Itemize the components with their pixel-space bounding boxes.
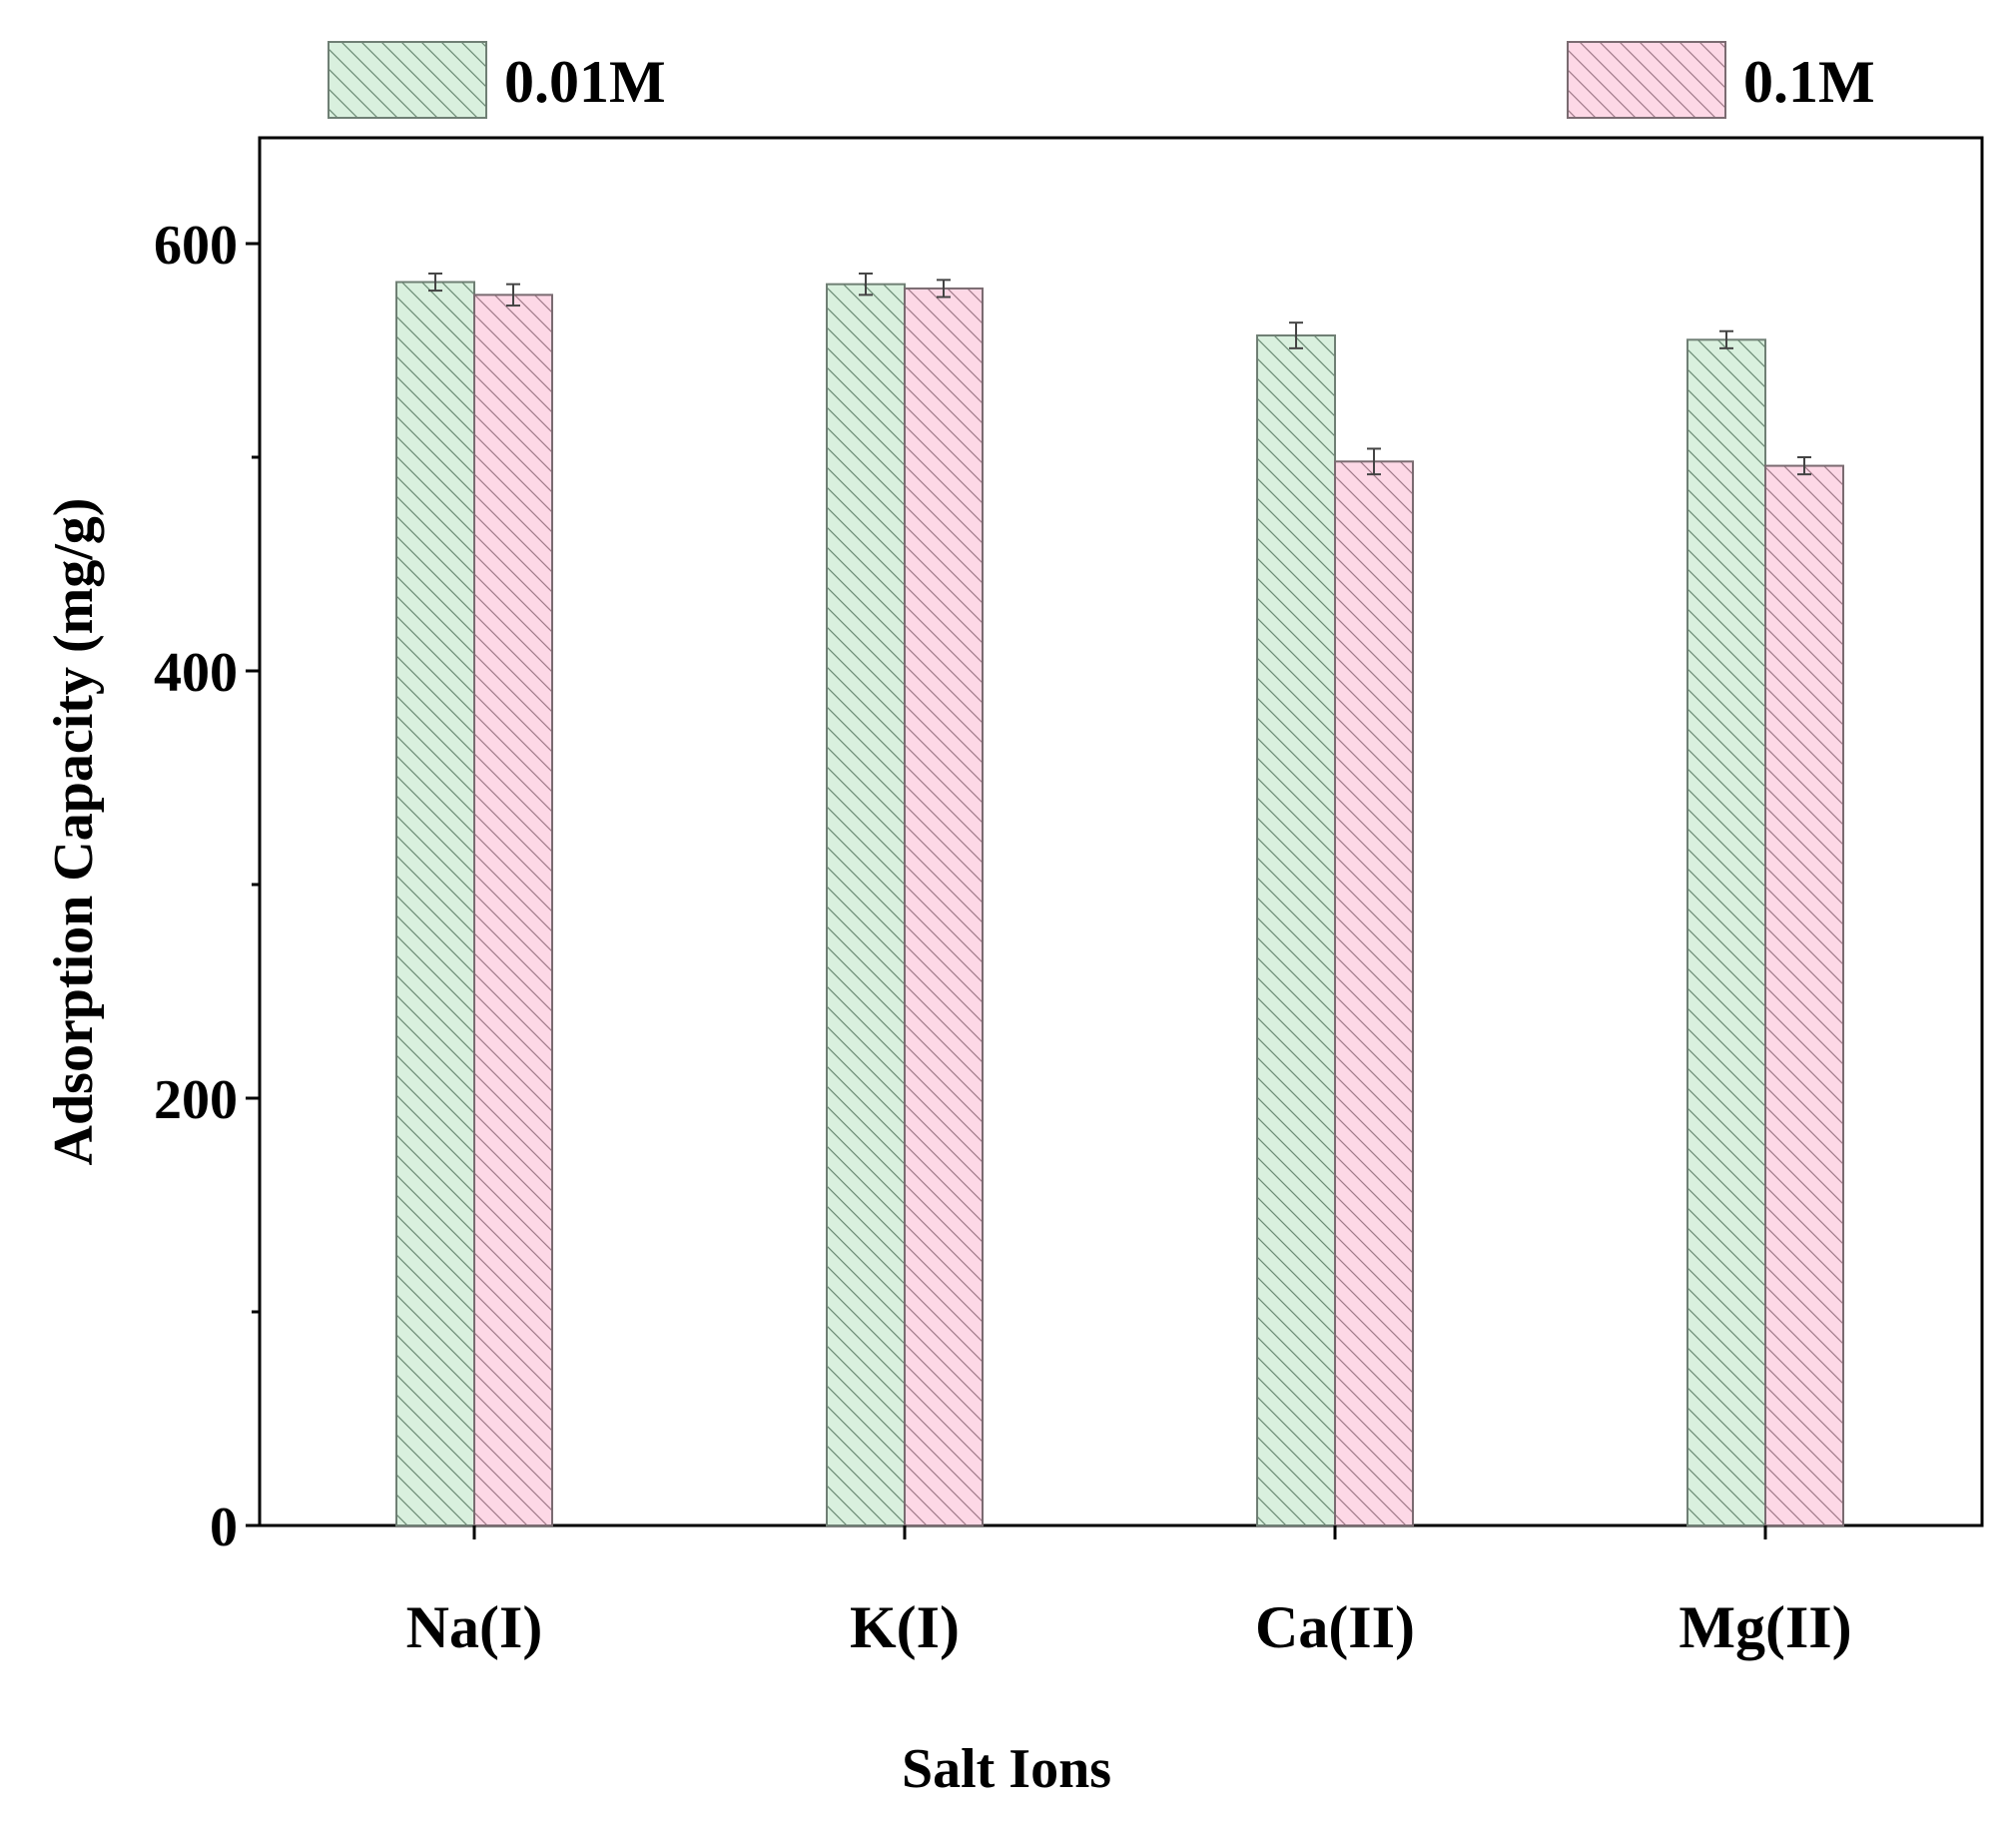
errorbar-0.1M-Na(I) bbox=[506, 283, 520, 307]
x-axis-label: Salt Ions bbox=[902, 1738, 1111, 1800]
x-tick-label-Mg(II): Mg(II) bbox=[1679, 1594, 1851, 1660]
bar-0.01M-Mg(II) bbox=[1686, 338, 1766, 1526]
errorbar-0.01M-Na(I) bbox=[428, 272, 442, 293]
legend: 0.01M 0.1M bbox=[328, 41, 1875, 119]
errorbar-0.01M-K(I) bbox=[859, 272, 873, 297]
bar-0.1M-Na(I) bbox=[473, 294, 553, 1526]
bar-0.1M-K(I) bbox=[904, 287, 984, 1527]
bar-0.1M-Ca(II) bbox=[1334, 460, 1414, 1526]
y-tick-label-400: 400 bbox=[154, 642, 238, 704]
plot-frame bbox=[258, 136, 1984, 1527]
errorbar-0.01M-Mg(II) bbox=[1719, 329, 1733, 349]
legend-swatch-0.1M bbox=[1567, 41, 1726, 119]
x-tick-label-Na(I): Na(I) bbox=[406, 1594, 543, 1660]
bar-0.1M-Mg(II) bbox=[1764, 464, 1844, 1526]
y-axis: 0 200 400 600 bbox=[154, 215, 260, 1558]
bar-0.01M-Na(I) bbox=[395, 281, 475, 1526]
y-tick-label-200: 200 bbox=[154, 1069, 238, 1131]
x-tick-label-Ca(II): Ca(II) bbox=[1255, 1594, 1415, 1660]
errorbar-0.1M-K(I) bbox=[937, 279, 951, 299]
bar-0.01M-Ca(II) bbox=[1256, 334, 1336, 1526]
x-axis: Na(I) K(I) Ca(II) Mg(II) bbox=[406, 1525, 1852, 1660]
y-tick-label-600: 600 bbox=[154, 215, 238, 277]
errorbars-group bbox=[428, 272, 1811, 476]
errorbar-0.1M-Mg(II) bbox=[1797, 456, 1811, 476]
legend-item-0.01M: 0.01M bbox=[328, 41, 666, 119]
legend-item-0.1M: 0.1M bbox=[1567, 41, 1875, 119]
errorbar-0.01M-Ca(II) bbox=[1289, 321, 1303, 349]
bar-0.01M-K(I) bbox=[826, 283, 906, 1526]
y-tick-label-0: 0 bbox=[210, 1497, 238, 1558]
errorbar-0.1M-Ca(II) bbox=[1367, 447, 1381, 476]
x-tick-label-K(I): K(I) bbox=[850, 1594, 960, 1660]
y-axis-label: Adsorption Capacity (mg/g) bbox=[43, 498, 105, 1166]
legend-label-0.01M: 0.01M bbox=[504, 49, 666, 115]
legend-swatch-0.01M bbox=[328, 41, 487, 119]
bars-group bbox=[395, 281, 1844, 1527]
legend-label-0.1M: 0.1M bbox=[1743, 49, 1875, 115]
